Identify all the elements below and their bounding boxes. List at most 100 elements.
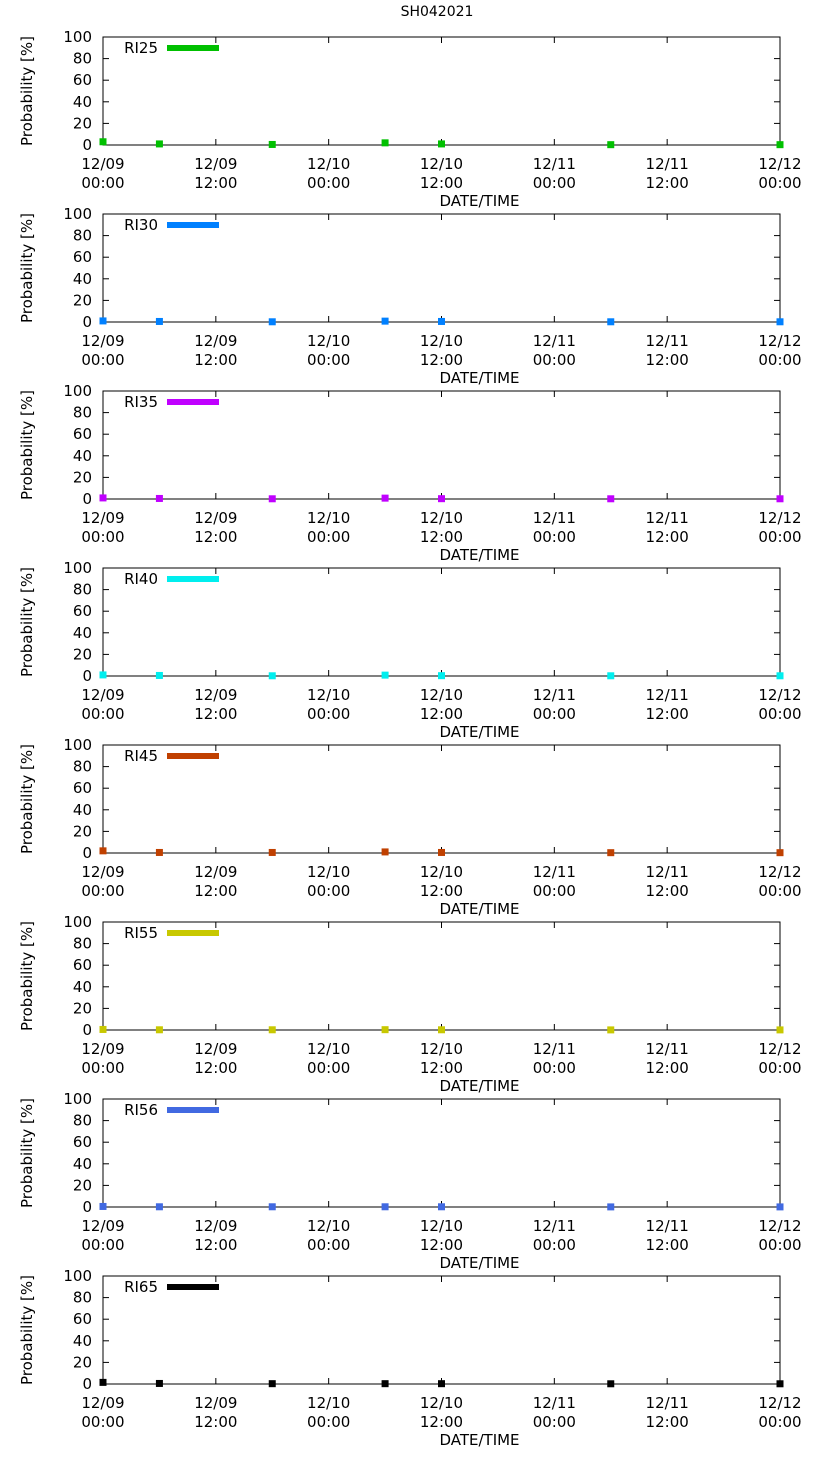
data-point [776,141,784,149]
data-point [268,1026,276,1034]
data-point [99,138,107,146]
y-tick-label: 80 [73,581,92,599]
y-tick-label: 60 [73,956,92,974]
x-tick-label-time: 12:00 [194,1236,237,1254]
data-point [381,671,389,679]
y-tick-label: 0 [82,844,92,862]
data-point [438,495,445,503]
x-tick-label-date: 12/09 [81,332,124,350]
x-tick-label-date: 12/11 [533,332,576,350]
data-point [155,140,163,148]
data-point [438,1026,445,1034]
data-point [99,847,107,855]
y-axis-title: Probability [%] [18,744,36,854]
x-tick-label-date: 12/09 [194,509,237,527]
x-tick-label-date: 12/09 [194,1217,237,1235]
y-tick-label: 100 [63,382,92,400]
data-point [438,672,445,680]
y-axis-title: Probability [%] [18,213,36,323]
x-tick-label-date: 12/11 [533,1040,576,1058]
x-tick-label-date: 12/12 [758,1394,801,1412]
chart-panel-ri35: 02040608010012/0900:0012/0912:0012/1000:… [18,382,802,564]
x-tick-label-date: 12/09 [81,863,124,881]
data-point [381,494,389,502]
chart-panel-ri55: 02040608010012/0900:0012/0912:0012/1000:… [18,913,802,1095]
x-tick-label-date: 12/11 [646,509,689,527]
y-tick-label: 40 [73,1332,92,1350]
y-tick-label: 80 [73,227,92,245]
x-tick-label-time: 00:00 [758,528,801,546]
y-tick-label: 0 [82,667,92,685]
data-point [776,1203,784,1211]
y-tick-label: 0 [82,490,92,508]
y-tick-label: 80 [73,404,92,422]
x-tick-label-date: 12/10 [307,1217,350,1235]
data-point [381,1203,389,1211]
x-axis-title: DATE/TIME [439,723,519,741]
x-tick-label-date: 12/09 [194,1040,237,1058]
x-tick-label-date: 12/09 [194,155,237,173]
x-tick-label-time: 12:00 [646,705,689,723]
x-tick-label-date: 12/10 [420,155,463,173]
x-tick-label-time: 00:00 [307,1413,350,1431]
data-point [381,848,389,856]
x-axis-title: DATE/TIME [439,900,519,918]
y-tick-label: 0 [82,1198,92,1216]
x-tick-label-time: 00:00 [307,174,350,192]
figure-title: SH042021 [401,4,474,20]
data-point [776,672,784,680]
data-point [99,317,107,325]
y-tick-label: 100 [63,736,92,754]
data-point [155,494,163,502]
data-point [268,318,276,326]
data-point [268,1380,276,1388]
data-point [381,1026,389,1034]
x-tick-label-time: 12:00 [420,1413,463,1431]
data-point [99,494,107,502]
y-tick-label: 20 [73,822,92,840]
x-tick-label-date: 12/10 [307,509,350,527]
data-point [268,140,276,148]
x-tick-label-time: 00:00 [758,882,801,900]
data-point [607,141,615,149]
y-axis-title: Probability [%] [18,36,36,146]
y-tick-label: 40 [73,624,92,642]
x-tick-label-date: 12/10 [307,686,350,704]
x-tick-label-time: 00:00 [533,528,576,546]
x-tick-label-date: 12/10 [307,332,350,350]
y-axis-title: Probability [%] [18,1275,36,1385]
legend-label: RI25 [124,39,158,57]
y-tick-label: 80 [73,1289,92,1307]
y-tick-label: 0 [82,1021,92,1039]
x-tick-label-time: 00:00 [758,705,801,723]
y-tick-label: 100 [63,1267,92,1285]
x-tick-label-date: 12/09 [81,686,124,704]
x-tick-label-date: 12/10 [420,1217,463,1235]
y-tick-label: 100 [63,1090,92,1108]
y-tick-label: 0 [82,1375,92,1393]
data-point [99,1202,107,1210]
data-point [607,672,615,680]
data-point [607,1203,615,1211]
y-tick-label: 20 [73,468,92,486]
x-tick-label-time: 00:00 [307,1059,350,1077]
chart-panel-ri65: 02040608010012/0900:0012/0912:0012/1000:… [18,1267,802,1449]
x-tick-label-date: 12/09 [194,863,237,881]
x-tick-label-date: 12/12 [758,332,801,350]
x-tick-label-time: 00:00 [533,1236,576,1254]
data-point [607,849,615,857]
data-point [776,1026,784,1034]
x-tick-label-date: 12/10 [420,1394,463,1412]
y-tick-label: 20 [73,291,92,309]
x-tick-label-date: 12/09 [81,155,124,173]
x-tick-label-time: 12:00 [646,351,689,369]
x-axis-title: DATE/TIME [439,192,519,210]
legend-label: RI35 [124,393,158,411]
chart-panel-ri25: 02040608010012/0900:0012/0912:0012/1000:… [18,28,802,210]
x-tick-label-time: 00:00 [81,882,124,900]
x-tick-label-time: 12:00 [646,1413,689,1431]
x-tick-label-date: 12/10 [307,1040,350,1058]
x-tick-label-date: 12/11 [646,1394,689,1412]
y-tick-label: 20 [73,1176,92,1194]
